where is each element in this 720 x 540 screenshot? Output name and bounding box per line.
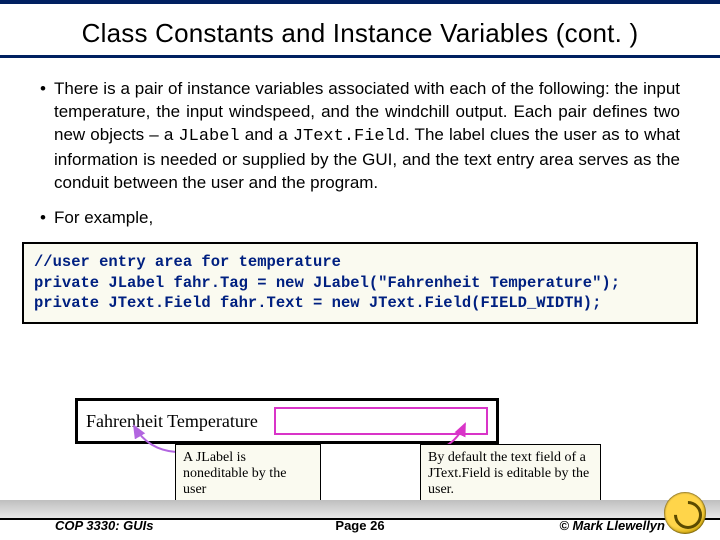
code-line-2: private JLabel fahr.Tag = new JLabel("Fa… bbox=[34, 273, 686, 294]
code-line-1: //user entry area for temperature bbox=[34, 252, 686, 273]
slide-title: Class Constants and Instance Variables (… bbox=[30, 18, 690, 49]
example-jlabel: Fahrenheit Temperature bbox=[86, 411, 258, 432]
body-content: • There is a pair of instance variables … bbox=[0, 58, 720, 230]
bullet-dot: • bbox=[40, 207, 54, 230]
callout-jtextfield: By default the text field of a JText.Fie… bbox=[420, 444, 601, 504]
code-line-3: private JText.Field fahr.Text = new JTex… bbox=[34, 293, 686, 314]
bullet-1: • There is a pair of instance variables … bbox=[40, 78, 680, 195]
bullet-2: • For example, bbox=[40, 207, 680, 230]
footer: COP 3330: GUIs Page 26 © Mark Llewellyn bbox=[0, 518, 720, 540]
text-run: and a bbox=[240, 125, 293, 144]
footer-gradient bbox=[0, 500, 720, 518]
footer-page: Page 26 bbox=[258, 518, 461, 533]
footer-course: COP 3330: GUIs bbox=[55, 518, 258, 533]
ucf-logo-icon bbox=[664, 492, 706, 534]
bullet-2-text: For example, bbox=[54, 207, 153, 230]
bullet-1-text: There is a pair of instance variables as… bbox=[54, 78, 680, 195]
code-inline-jlabel: JLabel bbox=[178, 127, 239, 146]
gui-example-box: Fahrenheit Temperature bbox=[75, 398, 499, 444]
bullet-dot: • bbox=[40, 78, 54, 195]
slide: Class Constants and Instance Variables (… bbox=[0, 0, 720, 540]
callout-jlabel: A JLabel is noneditable by the user bbox=[175, 444, 321, 504]
code-example-box: //user entry area for temperature privat… bbox=[22, 242, 698, 325]
example-textfield[interactable] bbox=[274, 407, 488, 435]
footer-copyright: © Mark Llewellyn bbox=[462, 518, 665, 533]
code-inline-jtextfield: JText.Field bbox=[293, 127, 405, 146]
top-accent-bar bbox=[0, 0, 720, 4]
